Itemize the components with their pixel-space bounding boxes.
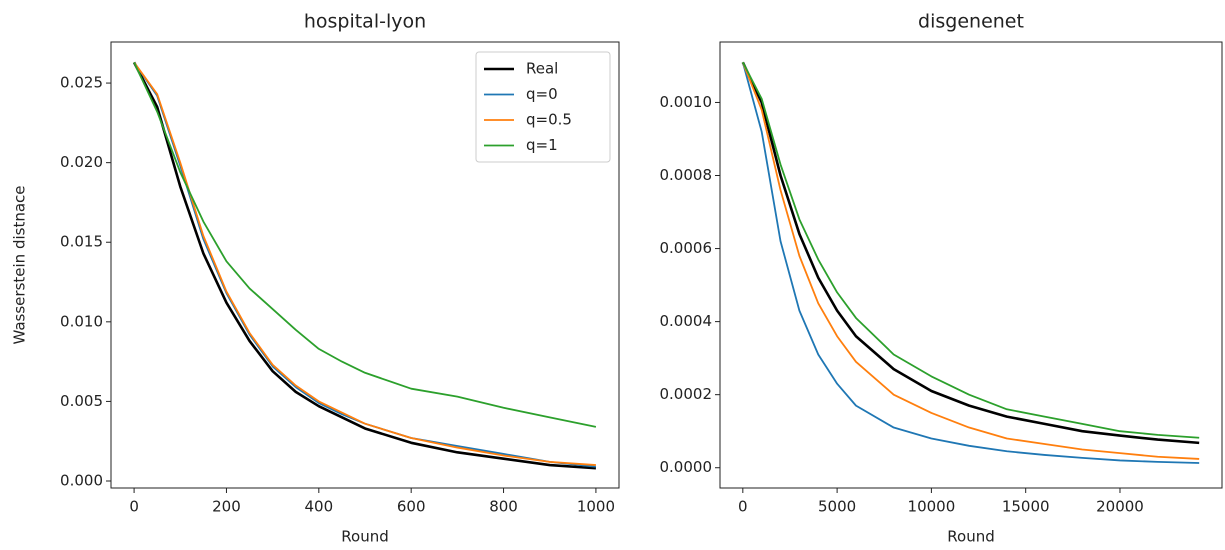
- x-tick-label: 10000: [908, 498, 956, 516]
- y-tick-label: 0.0002: [660, 385, 713, 403]
- plot-frame: [110, 41, 620, 489]
- x-tick-label: 1000: [577, 498, 615, 516]
- y-tick-label: 0.0008: [660, 166, 713, 184]
- x-axis-label: Round: [341, 528, 388, 546]
- y-tick-label: 0.025: [60, 74, 103, 92]
- x-tick-label: 0: [738, 498, 748, 516]
- data-line: [741, 62, 1200, 464]
- chart-title: hospital-lyon: [304, 11, 426, 33]
- legend-label: q=0.5: [526, 111, 572, 129]
- x-tick-label: 0: [129, 498, 139, 516]
- y-tick-label: 0.015: [60, 233, 103, 251]
- y-tick-label: 0.0006: [660, 239, 713, 257]
- legend-label: q=0: [526, 85, 558, 103]
- data-line: [133, 61, 597, 468]
- x-tick-label: 200: [212, 498, 241, 516]
- data-line: [741, 61, 1200, 445]
- y-axis-label: Wasserstein distnace: [11, 185, 29, 344]
- y-tick-label: 0.020: [60, 153, 103, 171]
- y-tick-label: 0.010: [60, 312, 103, 330]
- legend-label: q=1: [526, 136, 558, 154]
- y-tick-label: 0.000: [60, 471, 103, 489]
- data-line: [133, 61, 597, 428]
- y-tick-label: 0.005: [60, 392, 103, 410]
- x-tick-label: 20000: [1096, 498, 1144, 516]
- x-tick-label: 15000: [1002, 498, 1050, 516]
- x-tick-label: 400: [304, 498, 333, 516]
- x-tick-label: 800: [489, 498, 518, 516]
- y-tick-label: 0.0004: [660, 312, 713, 330]
- data-line: [742, 61, 1200, 439]
- plot-area: disgenenet 0 5000 10000 15000 20000 0.0000 0.00…: [660, 11, 1223, 546]
- y-tick-label: 0.0000: [660, 458, 713, 476]
- x-tick-label: 600: [397, 498, 426, 516]
- data-line: [133, 61, 596, 466]
- data-line: [132, 61, 596, 470]
- plot-frame: [719, 41, 1223, 489]
- chart-title: disgenenet: [918, 11, 1024, 33]
- legend-label: Real: [526, 60, 558, 78]
- legend: Real q=0 q=0.5 q=1: [475, 51, 611, 163]
- x-axis-label: Round: [947, 528, 994, 546]
- plot-area: hospital-lyon 0 200 400 600 800 1000 0.000 0.005…: [11, 11, 620, 546]
- legend-box: [475, 51, 611, 163]
- x-tick-label: 5000: [818, 498, 856, 516]
- y-tick-label: 0.0010: [660, 93, 713, 111]
- data-line: [741, 61, 1200, 460]
